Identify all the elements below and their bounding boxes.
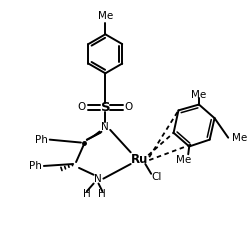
Text: Ru: Ru [131, 153, 148, 166]
Text: S: S [101, 101, 110, 114]
Text: N: N [94, 174, 101, 184]
Text: Ph: Ph [35, 135, 47, 145]
Text: O: O [78, 102, 86, 113]
Text: Me: Me [176, 155, 191, 165]
Text: N: N [101, 122, 109, 132]
Text: H: H [83, 189, 91, 199]
Text: Ph: Ph [29, 161, 42, 171]
Text: H: H [98, 189, 105, 199]
Text: Me: Me [98, 11, 113, 21]
Polygon shape [84, 130, 101, 142]
Text: Me: Me [232, 133, 247, 143]
Text: Me: Me [191, 90, 207, 100]
Text: O: O [124, 102, 133, 113]
Text: Cl: Cl [152, 172, 162, 182]
